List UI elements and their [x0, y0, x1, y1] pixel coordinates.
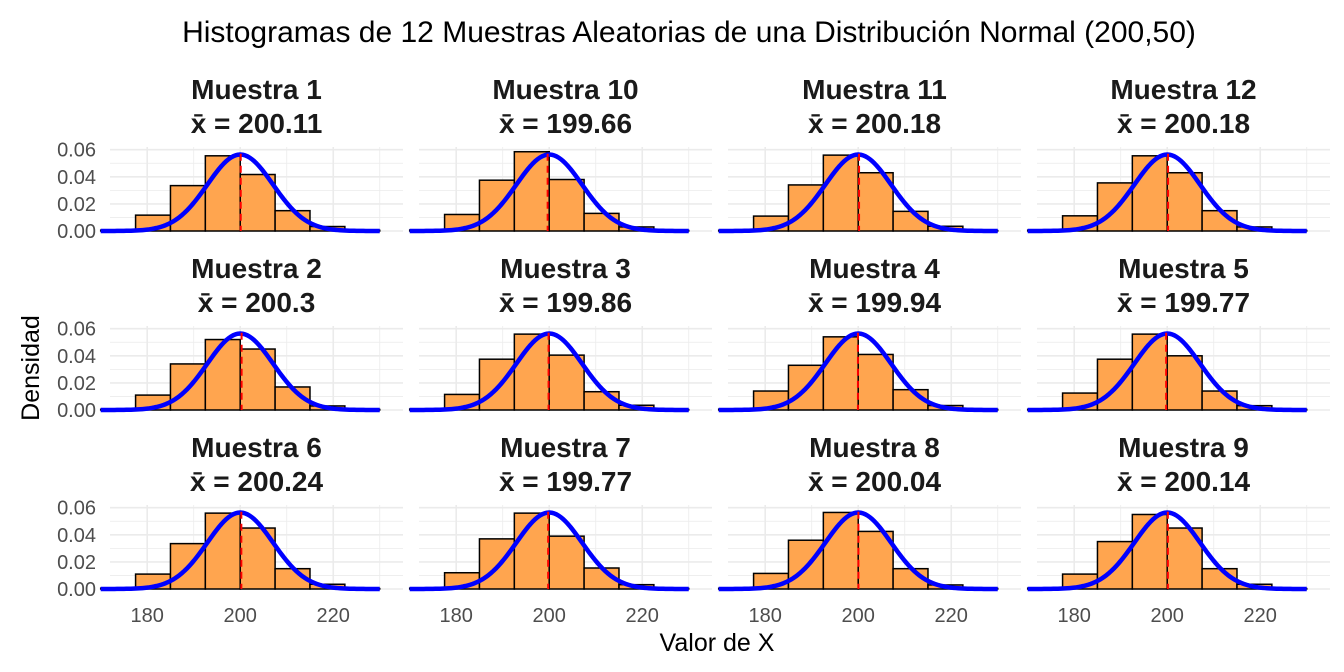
panel-mean-label: x̄ = 199.86: [499, 287, 632, 318]
panel-4: Muestra 12x̄ = 200.18: [1026, 74, 1330, 234]
normal-density-curve: [1027, 331, 1307, 413]
histogram-bar: [239, 527, 276, 590]
histogram-bar: [478, 538, 516, 590]
panel-title: Muestra 9: [1118, 432, 1249, 463]
panel-title: Muestra 12: [1110, 74, 1256, 105]
panel-title: Muestra 3: [500, 253, 631, 284]
x-tick-label: 200: [842, 605, 875, 627]
panel-mean-label: x̄ = 200.24: [190, 466, 324, 497]
y-tick-label: 0.02: [57, 373, 96, 395]
x-tick-label: 220: [1244, 605, 1277, 627]
chart-title: Histogramas de 12 Muestras Aleatorias de…: [182, 16, 1196, 49]
histogram-bar: [239, 173, 276, 232]
panel-mean-label: x̄ = 199.94: [808, 287, 942, 318]
panel-mean-label: x̄ = 199.66: [499, 108, 632, 139]
histogram-bar: [478, 179, 516, 232]
panel-12: Muestra 9x̄ = 200.14 180 200 220: [1026, 432, 1330, 627]
panel-title: Muestra 1: [191, 74, 322, 105]
panel-title: Muestra 5: [1118, 253, 1249, 284]
x-tick-label: 180: [131, 605, 164, 627]
panel-2: Muestra 10x̄ = 199.66: [408, 74, 712, 234]
histogram-bar: [204, 512, 241, 590]
panel-grid: Muestra 1x̄ = 200.110.000.020.040.06Mues…: [57, 74, 1330, 627]
panel-title: Muestra 4: [809, 253, 940, 284]
y-tick-label: 0.00: [57, 579, 96, 601]
x-tick-label: 180: [440, 605, 473, 627]
panel-1: Muestra 1x̄ = 200.11 0.00 0.02 0.04 0.06: [57, 74, 403, 243]
y-tick-label: 0.06: [57, 319, 96, 341]
histogram-bar: [1096, 358, 1134, 411]
histogram-bar: [478, 358, 516, 411]
panel-6: Muestra 3x̄ = 199.86: [408, 253, 712, 413]
panel-title: Muestra 11: [802, 74, 947, 105]
x-tick-label: 180: [1058, 605, 1091, 627]
panel-mean-label: x̄ = 199.77: [1117, 287, 1250, 318]
x-tick-label: 220: [317, 605, 350, 627]
x-tick-label: 200: [1151, 605, 1184, 627]
y-tick-label: 0.00: [57, 221, 96, 243]
panel-title: Muestra 10: [492, 74, 638, 105]
x-tick-label: 220: [935, 605, 968, 627]
panel-mean-label: x̄ = 200.04: [808, 466, 942, 497]
panel-7: Muestra 4x̄ = 199.94: [717, 253, 1021, 413]
panel-8: Muestra 5x̄ = 199.77: [1026, 253, 1330, 413]
y-tick-label: 0.02: [57, 552, 96, 574]
y-tick-label: 0.02: [57, 194, 96, 216]
panel-3: Muestra 11x̄ = 200.18: [717, 74, 1021, 234]
panel-title: Muestra 7: [500, 432, 631, 463]
panel-11: Muestra 8x̄ = 200.04 180 200 220: [717, 432, 1021, 627]
y-tick-label: 0.06: [57, 498, 96, 520]
histogram-bar: [857, 353, 894, 411]
panel-mean-label: x̄ = 200.14: [1117, 466, 1251, 497]
panel-10: Muestra 7x̄ = 199.77 180 200 220: [408, 432, 712, 627]
normal-density-curve: [409, 152, 689, 234]
x-tick-label: 200: [533, 605, 566, 627]
histogram-bar: [548, 535, 585, 590]
histogram-bar: [204, 338, 241, 411]
panel-5: Muestra 2x̄ = 200.3 0.00 0.02 0.04 0.06: [57, 253, 403, 422]
panel-mean-label: x̄ = 200.18: [1117, 108, 1250, 139]
histogram-bar: [1166, 355, 1203, 411]
y-tick-label: 0.04: [57, 346, 96, 368]
x-tick-label: 220: [626, 605, 659, 627]
y-tick-label: 0.04: [57, 167, 96, 189]
panel-mean-label: x̄ = 200.18: [808, 108, 941, 139]
normal-density-curve: [409, 510, 689, 592]
histogram-bar: [239, 348, 276, 411]
y-tick-label: 0.04: [57, 525, 96, 547]
panel-mean-label: x̄ = 199.77: [499, 466, 632, 497]
x-tick-label: 180: [749, 605, 782, 627]
normal-density-curve: [100, 510, 380, 592]
y-axis-label: Densidad: [17, 315, 45, 421]
histogram-bar: [822, 336, 859, 411]
panel-mean-label: x̄ = 200.11: [191, 108, 323, 139]
histogram-bar: [1131, 513, 1168, 590]
x-tick-label: 200: [224, 605, 257, 627]
panel-9: Muestra 6x̄ = 200.24 0.00 0.02 0.04 0.06 180 2…: [57, 432, 403, 627]
histogram-bar: [548, 354, 585, 411]
panel-title: Muestra 6: [191, 432, 322, 463]
panel-title: Muestra 8: [809, 432, 940, 463]
y-tick-label: 0.00: [57, 400, 96, 422]
x-axis-label: Valor de X: [660, 629, 775, 657]
y-tick-label: 0.06: [57, 140, 96, 162]
histogram-bar: [204, 155, 241, 232]
panel-title: Muestra 2: [191, 253, 322, 284]
normal-density-curve: [100, 331, 380, 413]
histogram-bar: [548, 178, 585, 232]
panel-mean-label: x̄ = 200.3: [198, 287, 316, 318]
